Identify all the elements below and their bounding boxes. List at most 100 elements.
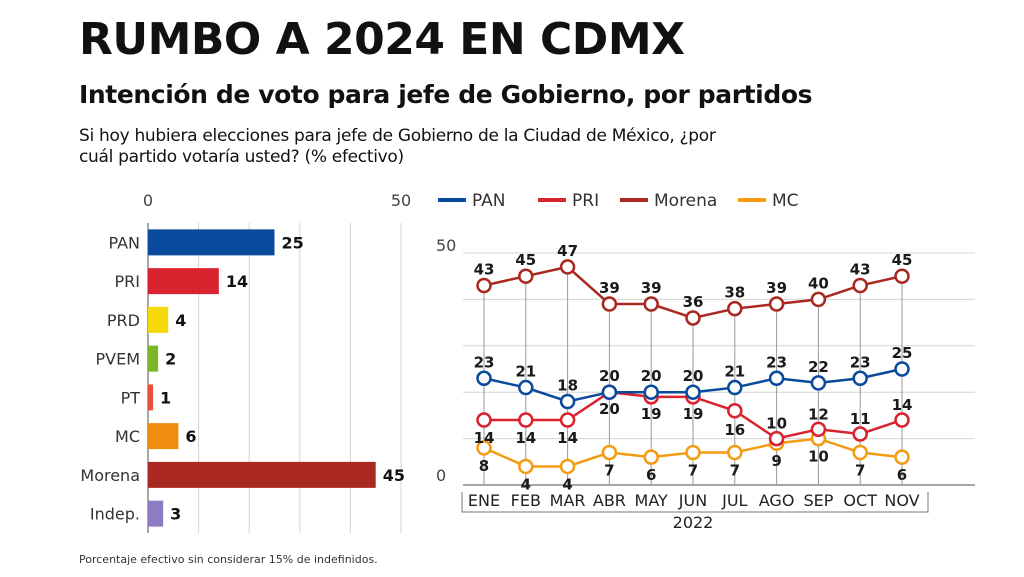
data-label-morena: 45 (892, 251, 913, 269)
point-morena (685, 310, 701, 326)
data-label-pan: 18 (557, 376, 578, 394)
point-pan (601, 384, 618, 400)
point-morena (852, 277, 868, 294)
bar-value-label: 3 (170, 505, 181, 524)
month-label: ENE (468, 491, 500, 510)
point-pan (894, 361, 910, 377)
data-label-mc: 7 (855, 462, 865, 480)
data-label-mc: 7 (730, 462, 740, 480)
bar-axis-tick: 50 (391, 191, 411, 210)
bar-value-label: 6 (185, 427, 196, 446)
bar-category-label: PRI (115, 272, 140, 291)
month-label: SEP (803, 491, 833, 510)
data-label-morena: 38 (724, 284, 745, 302)
point-pan (852, 370, 868, 387)
point-pan (810, 375, 827, 391)
point-morena (768, 296, 785, 312)
month-label: AGO (759, 491, 795, 510)
data-label-pri: 20 (599, 400, 620, 418)
point-morena (643, 296, 659, 312)
data-label-pan: 23 (766, 353, 787, 371)
point-mc (643, 449, 659, 465)
bar-mc (148, 423, 179, 450)
bar-value-label: 45 (383, 466, 405, 485)
data-label-mc: 8 (479, 457, 489, 475)
data-label-pan: 25 (892, 344, 913, 362)
year-bracket (461, 492, 929, 513)
legend-label: PRI (572, 191, 599, 211)
point-pan (727, 379, 743, 396)
line-axis-tick: 50 (436, 236, 456, 255)
bar-pri (148, 268, 219, 295)
point-pan (643, 384, 659, 400)
bar-value-label: 25 (282, 233, 304, 252)
bar-category-label: PAN (108, 233, 140, 252)
chart-subtitle: Intención de voto para jefe de Gobierno,… (79, 80, 813, 109)
point-pri (559, 412, 576, 428)
data-label-pan: 23 (474, 353, 495, 371)
data-label-pri: 14 (515, 429, 536, 447)
data-label-pri: 14 (892, 396, 913, 414)
point-pri (476, 412, 492, 428)
data-label-pan: 21 (724, 363, 745, 381)
footnote: Porcentaje efectivo sin considerar 15% d… (79, 553, 378, 566)
data-label-morena: 39 (766, 279, 787, 297)
data-label-pan: 21 (515, 363, 536, 381)
point-pri (810, 421, 827, 438)
legend-label: MC (772, 191, 799, 211)
survey-question: Si hoy hubiera elecciones para jefe de G… (79, 126, 716, 167)
month-label: ABR (593, 491, 626, 510)
data-label-morena: 39 (641, 279, 662, 297)
point-morena (518, 268, 534, 284)
point-pan (559, 393, 576, 410)
data-label-morena: 45 (515, 251, 536, 269)
bar-category-label: MC (115, 427, 140, 446)
point-mc (727, 444, 743, 461)
data-label-mc: 9 (771, 452, 781, 470)
data-label-pri: 19 (683, 405, 704, 423)
chart-title: RUMBO A 2024 EN CDMX (79, 14, 685, 65)
data-label-pri: 14 (474, 429, 495, 447)
data-label-mc: 6 (897, 466, 907, 484)
bar-category-label: Indep. (90, 505, 140, 524)
data-label-pri: 19 (641, 405, 662, 423)
data-label-mc: 4 (521, 475, 531, 493)
x-axis-year-label: 2022 (673, 513, 714, 532)
point-pri (768, 430, 785, 447)
data-label-morena: 43 (850, 260, 871, 278)
point-morena (559, 259, 576, 275)
data-label-pri: 12 (808, 405, 829, 423)
bar-indep (148, 500, 164, 527)
bar-category-label: Morena (80, 466, 140, 485)
data-label-mc: 10 (808, 448, 829, 466)
point-pri (518, 412, 534, 428)
point-mc (852, 444, 868, 461)
data-label-pan: 20 (599, 367, 620, 385)
data-label-pri: 16 (724, 421, 745, 439)
bar-category-label: PRD (107, 311, 140, 330)
data-label-pan: 20 (641, 367, 662, 385)
data-label-pri: 10 (766, 415, 787, 433)
point-mc (685, 444, 701, 461)
point-morena (601, 296, 618, 312)
point-morena (476, 277, 492, 294)
month-label: MAY (635, 491, 669, 510)
month-label: FEB (511, 491, 541, 510)
point-morena (894, 268, 910, 284)
data-label-morena: 43 (474, 260, 495, 278)
line-axis-tick: 0 (436, 466, 446, 485)
point-pri (852, 426, 868, 442)
point-pri (727, 403, 743, 419)
bar-pan (148, 229, 275, 256)
data-label-pan: 20 (683, 367, 704, 385)
month-label: MAR (550, 491, 586, 510)
point-pan (768, 370, 785, 387)
data-label-pan: 23 (850, 353, 871, 371)
bar-category-label: PVEM (95, 350, 140, 369)
point-morena (810, 291, 827, 308)
data-label-morena: 47 (557, 242, 578, 260)
data-label-pri: 11 (850, 410, 871, 428)
point-pan (685, 384, 701, 400)
point-pri (894, 412, 910, 428)
